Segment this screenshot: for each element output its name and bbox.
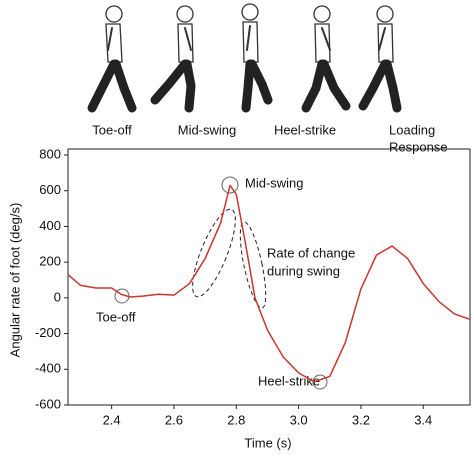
y-tick-label: 200 <box>39 254 61 269</box>
annotation: Rate of change <box>267 245 355 260</box>
x-tick-label: 3.0 <box>290 412 308 427</box>
x-tick-label: 2.8 <box>227 412 245 427</box>
x-tick-label: 2.4 <box>103 412 121 427</box>
y-tick-label: 800 <box>39 146 61 161</box>
x-tick-label: 3.4 <box>414 412 432 427</box>
rate-ellipse <box>239 221 267 309</box>
y-tick-label: 400 <box>39 218 61 233</box>
phase-label: Loading <box>389 122 435 137</box>
figure-mid-swing <box>150 5 196 113</box>
figure-heel-strike <box>241 3 273 113</box>
phase-label: Response <box>389 139 448 154</box>
event-circle <box>221 176 239 194</box>
phase-label: Mid-swing <box>178 122 237 137</box>
rate-ellipse <box>192 208 236 298</box>
annotation: Mid-swing <box>245 175 304 190</box>
plot-frame <box>67 148 471 406</box>
phase-label: Toe-off <box>92 122 132 137</box>
figure-toe-off <box>87 5 137 113</box>
figure-late-swing <box>301 5 351 113</box>
annotation: Heel-strike <box>258 373 320 388</box>
gait-figures <box>87 3 402 113</box>
x-tick-label: 2.6 <box>165 412 183 427</box>
y-axis-label: Angular rate of foot (deg/s) <box>7 203 22 358</box>
y-tick-label: 0 <box>54 289 61 304</box>
event-circle <box>312 374 328 390</box>
y-tick-label: -200 <box>35 325 61 340</box>
annotation: Toe-off <box>96 309 136 324</box>
x-axis-label: Time (s) <box>244 435 291 450</box>
data-line <box>67 184 471 383</box>
phase-label: Heel-strike <box>274 122 336 137</box>
x-tick-label: 3.2 <box>352 412 370 427</box>
annotation: during swing <box>267 263 340 278</box>
y-tick-label: -400 <box>35 361 61 376</box>
y-tick-label: -600 <box>35 396 61 411</box>
y-tick-label: 600 <box>39 182 61 197</box>
figure-loading <box>358 5 402 113</box>
